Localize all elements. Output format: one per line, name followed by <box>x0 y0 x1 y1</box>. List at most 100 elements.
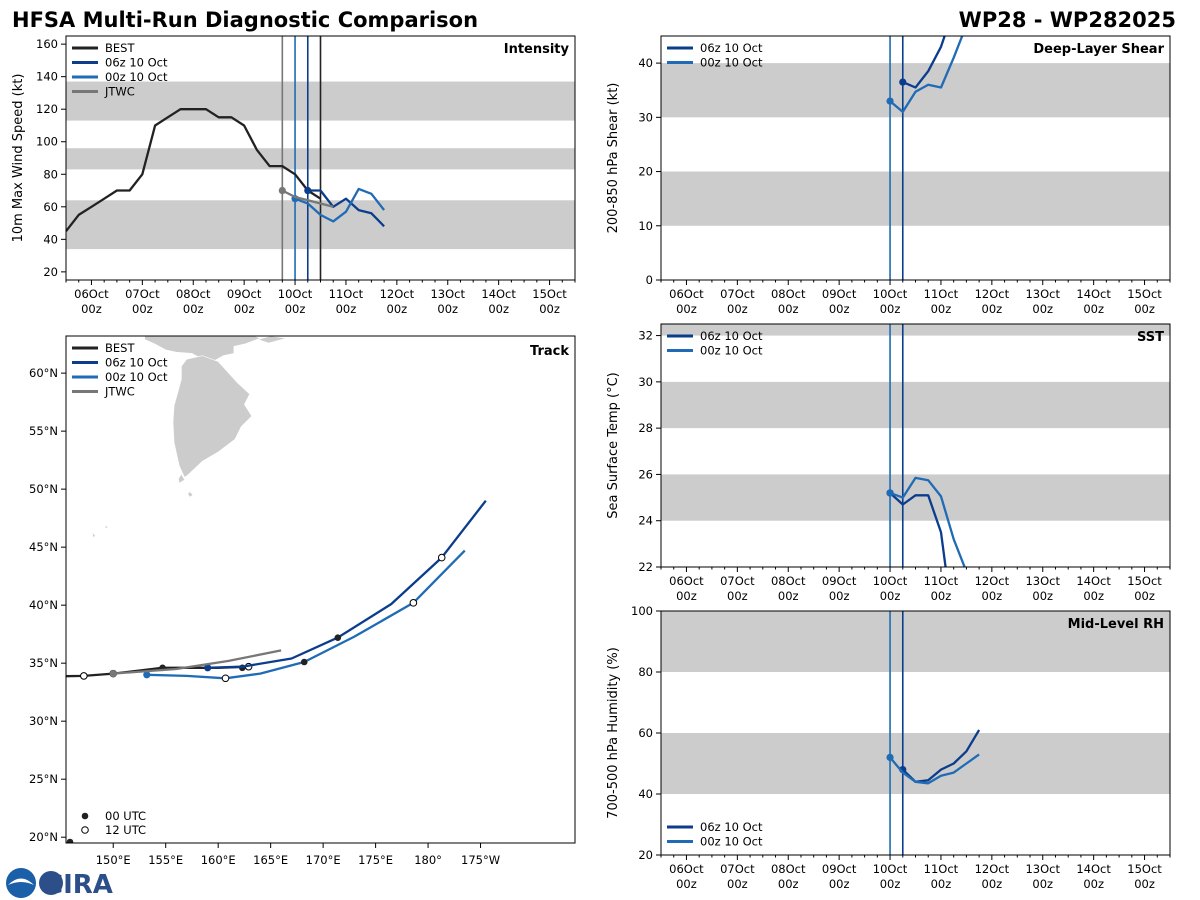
cira-logo-text: CIRA <box>44 870 113 900</box>
intensity-xtick-hour-label: 00z <box>132 302 153 316</box>
intensity-xtick-day-label: 14Oct <box>481 287 516 301</box>
shear-ytick-label-20: 20 <box>638 165 653 179</box>
rh-ylabel: 700-500 hPa Humidity (%) <box>606 647 621 819</box>
shear-xtick-day-label: 14Oct <box>1076 287 1111 301</box>
rh-xtick-hour-label: 00z <box>727 877 748 891</box>
rh-xtick-day-label: 11Oct <box>924 862 959 876</box>
sst-start-marker-run00 <box>886 489 894 497</box>
sst-xtick-day-label: 15Oct <box>1127 574 1162 588</box>
track-ytick-label: 20°N <box>29 830 58 844</box>
track-point-00utc-run00 <box>300 658 308 666</box>
sst-title: SST <box>1137 330 1164 345</box>
track-xtick-label: 165°E <box>253 853 288 867</box>
track-start-marker-run06 <box>204 664 212 672</box>
shear-ylabel: 200-850 hPa Shear (kt) <box>606 83 621 234</box>
intensity-ytick-label-40: 40 <box>43 232 58 246</box>
legend-label-best: BEST <box>105 341 135 355</box>
track-panel: 150°E 155°E 160°E 165°E 170°E 175°E 180° 175°W 2… <box>29 335 576 867</box>
track-xtick-label: 175°E <box>358 853 393 867</box>
rh-xtick-hour-label: 00z <box>982 877 1003 891</box>
shear-xtick-day-label: 15Oct <box>1127 287 1162 301</box>
shear-xtick-hour-label: 00z <box>1083 302 1104 316</box>
intensity-ytick-label-160: 160 <box>36 37 58 51</box>
track-ytick-label: 45°N <box>29 540 58 554</box>
rh-xtick-day-label: 12Oct <box>975 862 1010 876</box>
shear-title: Deep-Layer Shear <box>1033 42 1164 57</box>
legend-label-run06: 06z 10 Oct <box>105 356 168 370</box>
rh-xtick-day-label: 08Oct <box>771 862 806 876</box>
shear-xtick-day-label: 12Oct <box>975 287 1010 301</box>
rh-xtick-hour-label: 00z <box>1134 877 1155 891</box>
land-mass-1 <box>172 355 253 478</box>
track-xtick-label: 155°E <box>148 853 183 867</box>
legend-marker-12utc <box>81 826 89 834</box>
sst-band-2 <box>661 324 1170 336</box>
track-ytick-label: 55°N <box>29 424 58 438</box>
rh-xtick-hour-label: 00z <box>778 877 799 891</box>
legend-label-jtwc: JTWC <box>104 385 135 399</box>
sst-xtick-hour-label: 00z <box>1083 589 1104 603</box>
track-frame <box>65 335 576 844</box>
land-mass-3 <box>187 491 194 498</box>
sst-xtick-day-label: 07Oct <box>720 574 755 588</box>
sst-series-run00 <box>889 476 966 567</box>
shear-xtick-hour-label: 00z <box>880 302 901 316</box>
rh-band-0 <box>661 733 1170 794</box>
rh-xtick-hour-label: 00z <box>676 877 697 891</box>
sst-series-run06 <box>889 492 947 567</box>
sst-xtick-day-label: 08Oct <box>771 574 806 588</box>
track-title: Track <box>530 344 569 359</box>
rh-xtick-day-label: 14Oct <box>1076 862 1111 876</box>
shear-plot-area <box>661 36 1170 280</box>
track-ytick-label: 60°N <box>29 366 58 380</box>
sst-ytick-label-26: 26 <box>638 467 653 481</box>
land-mass-6 <box>104 524 109 530</box>
rh-start-marker-run00 <box>886 753 894 762</box>
intensity-xtick-day-label: 11Oct <box>329 287 364 301</box>
sst-xtick-day-label: 11Oct <box>924 574 959 588</box>
rh-ytick-label-60: 60 <box>638 726 653 740</box>
rh-xtick-day-label: 10Oct <box>873 862 908 876</box>
sst-ylabel: Sea Surface Temp (°C) <box>606 372 621 519</box>
noaa-bird-icon <box>8 878 34 885</box>
sst-xtick-hour-label: 00z <box>1032 589 1053 603</box>
cira-globe-icon <box>39 871 63 895</box>
land-mass-5 <box>91 531 96 539</box>
shear-series-run00 <box>889 36 964 114</box>
shear-start-marker-run00 <box>886 97 894 105</box>
rh-xtick-day-label: 06Oct <box>669 862 704 876</box>
intensity-xtick-hour-label: 00z <box>539 302 560 316</box>
sst-ytick-label-30: 30 <box>638 375 653 389</box>
track-xtick-label: 170°E <box>306 853 341 867</box>
intensity-series-jtwc <box>281 189 334 208</box>
intensity-panel: 2040608010012014016006Oct00z07Oct00z08Oc… <box>11 35 576 316</box>
track-plot-area <box>66 336 487 843</box>
legend-label-run00: 00z 10 Oct <box>700 835 763 849</box>
shear-panel: 01020304006Oct00z07Oct00z08Oct00z09Oct00… <box>606 35 1171 316</box>
intensity-xtick-hour-label: 00z <box>81 302 102 316</box>
intensity-xtick-day-label: 13Oct <box>430 287 465 301</box>
intensity-xtick-day-label: 09Oct <box>227 287 262 301</box>
figure-title: HFSA Multi-Run Diagnostic Comparison <box>12 8 478 32</box>
rh-band-1 <box>661 611 1170 672</box>
intensity-series-run06 <box>307 189 385 228</box>
rh-title: Mid-Level RH <box>1068 617 1164 632</box>
shear-ytick-label-10: 10 <box>638 219 653 233</box>
intensity-xtick-day-label: 08Oct <box>176 287 211 301</box>
rh-ytick-label-80: 80 <box>638 665 653 679</box>
track-series-run06 <box>207 499 487 669</box>
track-series-run00 <box>146 549 466 680</box>
sst-band-1 <box>661 381 1170 429</box>
track-point-12utc-run00 <box>409 599 418 607</box>
rh-panel: 2040608010006Oct00z07Oct00z08Oct00z09Oct… <box>606 604 1171 891</box>
rh-xtick-day-label: 09Oct <box>822 862 857 876</box>
shear-xtick-day-label: 07Oct <box>720 287 755 301</box>
intensity-ylabel: 10m Max Wind Speed (kt) <box>11 74 26 243</box>
legend-marker-00utc <box>81 812 89 820</box>
intensity-xtick-hour-label: 00z <box>387 302 408 316</box>
intensity-series-best <box>66 108 322 232</box>
shear-ytick-label-40: 40 <box>638 56 653 70</box>
track-point-12utc-run00 <box>221 674 230 683</box>
sst-xtick-day-label: 12Oct <box>975 574 1010 588</box>
